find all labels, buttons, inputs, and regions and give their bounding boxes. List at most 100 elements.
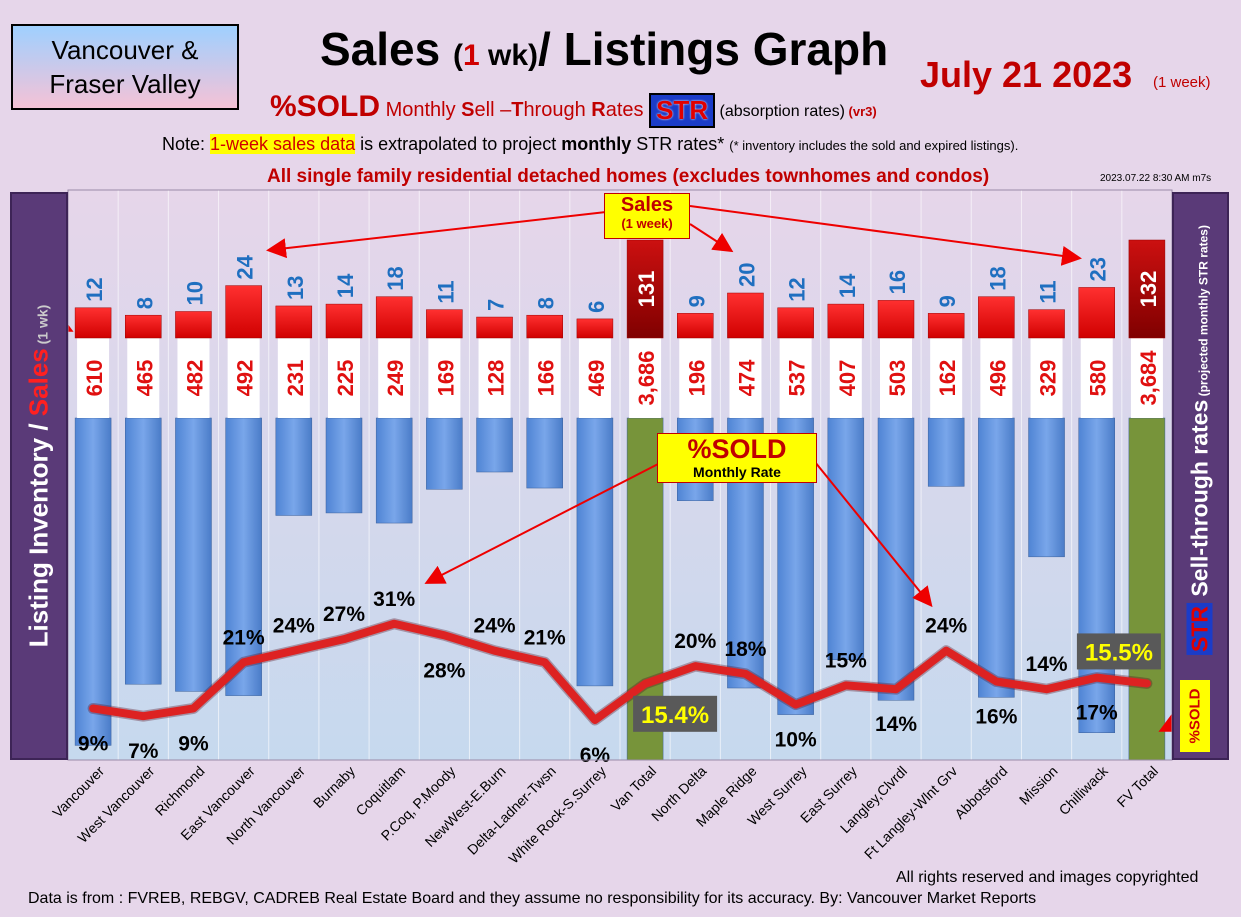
str-label: 15% bbox=[825, 649, 867, 672]
listing-value-label: 474 bbox=[734, 359, 759, 396]
listing-bar bbox=[125, 417, 162, 685]
str-labels: 9% 7% 9% 21% 24% 27% 31% 28% 24% 21% 6% 15.4% 20% 18%… bbox=[78, 588, 1161, 767]
title-post: / Listings Graph bbox=[538, 23, 889, 75]
category-label: Delta-Ladner-Twsn bbox=[464, 763, 559, 858]
sales-value-label: 14 bbox=[333, 273, 358, 298]
str-total-label: 15.4% bbox=[641, 702, 709, 729]
sales-value-label: 11 bbox=[1036, 280, 1061, 303]
date-note: (1 week) bbox=[1153, 74, 1211, 91]
subtitle-sold: %SOLD bbox=[270, 90, 381, 123]
sold-callout-title: %SOLD bbox=[687, 434, 787, 464]
subtitle: %SOLD Monthly Sell –Through Rates STR (a… bbox=[270, 90, 877, 129]
listing-value-label: 329 bbox=[1036, 360, 1061, 397]
listing-value-label: 610 bbox=[82, 360, 107, 397]
sales-bar bbox=[727, 292, 764, 339]
sales-bar bbox=[576, 318, 614, 339]
subtitle-monthly: Monthly bbox=[380, 99, 462, 121]
listing-value-label: 128 bbox=[484, 360, 509, 397]
annotation-arrow bbox=[689, 205, 1082, 266]
sales-value-label: 16 bbox=[885, 270, 910, 294]
title-paren: ( bbox=[453, 39, 463, 72]
str-label: 24% bbox=[925, 615, 967, 638]
sales-value-label: 20 bbox=[734, 263, 759, 287]
note-tiny: (* inventory includes the sold and expir… bbox=[729, 138, 1019, 153]
annotation-arrows bbox=[51, 205, 1181, 732]
listing-bar bbox=[225, 417, 262, 696]
sales-bar bbox=[375, 296, 413, 339]
sales-bar bbox=[677, 313, 714, 339]
sales-bar bbox=[978, 296, 1015, 339]
sales-value-label: 8 bbox=[132, 297, 157, 309]
subtitle-t: T bbox=[511, 99, 524, 121]
footer-source: Data is from : FVREB, REBGV, CADREB Real… bbox=[28, 890, 1037, 907]
listing-label-box bbox=[428, 338, 461, 418]
listing-bar bbox=[877, 417, 915, 701]
listing-value-label: 492 bbox=[233, 360, 258, 397]
sales-bar bbox=[225, 285, 262, 339]
sales-value-label: 6 bbox=[584, 301, 609, 313]
subtitle-s: S bbox=[461, 99, 475, 121]
right-axis-panel bbox=[1172, 192, 1229, 760]
listing-label-box bbox=[679, 338, 712, 418]
str-label: 21% bbox=[524, 626, 566, 649]
sales-bar bbox=[74, 307, 112, 339]
subtitle-version: (vr3) bbox=[844, 104, 877, 119]
str-label: 18% bbox=[724, 638, 766, 661]
scope-line: All single family residential detached h… bbox=[267, 166, 990, 187]
sales-bar bbox=[626, 239, 664, 339]
right-sold-badge: %SOLD bbox=[1180, 680, 1210, 752]
sold-callout: %SOLD Monthly Rate bbox=[657, 433, 817, 483]
sales-value-label: 13 bbox=[283, 275, 308, 299]
listing-bar bbox=[576, 417, 614, 687]
str-label: 31% bbox=[373, 588, 415, 611]
listing-label-box bbox=[1080, 338, 1113, 418]
listing-label-box bbox=[177, 338, 210, 418]
listing-label-box bbox=[528, 338, 561, 418]
category-label: Chilliwack bbox=[1056, 762, 1112, 818]
bar-labels: 6101246584821049224231132251424918169111… bbox=[82, 254, 1161, 405]
sales-bar bbox=[426, 309, 463, 339]
str-label: 24% bbox=[474, 615, 516, 638]
note-bold: monthly bbox=[561, 134, 632, 154]
listing-bar bbox=[375, 417, 413, 524]
subtitle-ell: ell – bbox=[474, 99, 512, 121]
listing-value-label: 3,684 bbox=[1136, 350, 1161, 406]
str-total-label: 15.5% bbox=[1085, 639, 1153, 666]
str-label: 16% bbox=[975, 706, 1017, 729]
sales-bar bbox=[175, 311, 212, 339]
str-label: 21% bbox=[223, 626, 265, 649]
str-label: 9% bbox=[178, 732, 209, 755]
left-axis-panel bbox=[10, 192, 68, 760]
note-pre: Note: bbox=[162, 134, 211, 154]
listing-value-label: 537 bbox=[785, 360, 810, 397]
timestamp: 2023.07.22 8:30 AM m7s bbox=[1100, 173, 1212, 184]
listing-value-label: 162 bbox=[935, 360, 960, 397]
listing-value-label: 465 bbox=[132, 360, 157, 397]
listing-label-box bbox=[478, 338, 511, 418]
listing-value-label: 169 bbox=[433, 360, 458, 397]
region-box: Vancouver & Fraser Valley bbox=[11, 24, 239, 110]
note-mid: is extrapolated to project bbox=[355, 134, 562, 154]
str-label: 7% bbox=[128, 740, 159, 763]
bars bbox=[74, 239, 1166, 761]
category-label: FV Total bbox=[1114, 763, 1161, 810]
annotation-arrow bbox=[424, 461, 663, 584]
category-label: Abbotsford bbox=[951, 763, 1010, 822]
listing-label-box bbox=[980, 338, 1013, 418]
str-line bbox=[87, 618, 1153, 726]
footer-rights: All rights reserved and images copyright… bbox=[896, 869, 1199, 886]
str-label: 6% bbox=[580, 744, 611, 767]
annotation-arrow bbox=[814, 461, 933, 608]
sales-value-label: 24 bbox=[233, 254, 258, 279]
annotation-arrow bbox=[689, 223, 734, 253]
str-line-path bbox=[89, 619, 1151, 724]
title-pre: Sales bbox=[320, 23, 453, 75]
right-label-sell: Sell-through rates bbox=[1186, 399, 1213, 597]
listing-value-label: 482 bbox=[182, 360, 207, 397]
listing-bar bbox=[275, 417, 313, 516]
sales-value-label: 18 bbox=[985, 266, 1010, 290]
right-label-small: (projected monthly STR rates) bbox=[1196, 225, 1211, 400]
listing-label-box bbox=[77, 338, 110, 418]
listing-label-box bbox=[328, 338, 360, 418]
sales-bar bbox=[526, 314, 563, 339]
